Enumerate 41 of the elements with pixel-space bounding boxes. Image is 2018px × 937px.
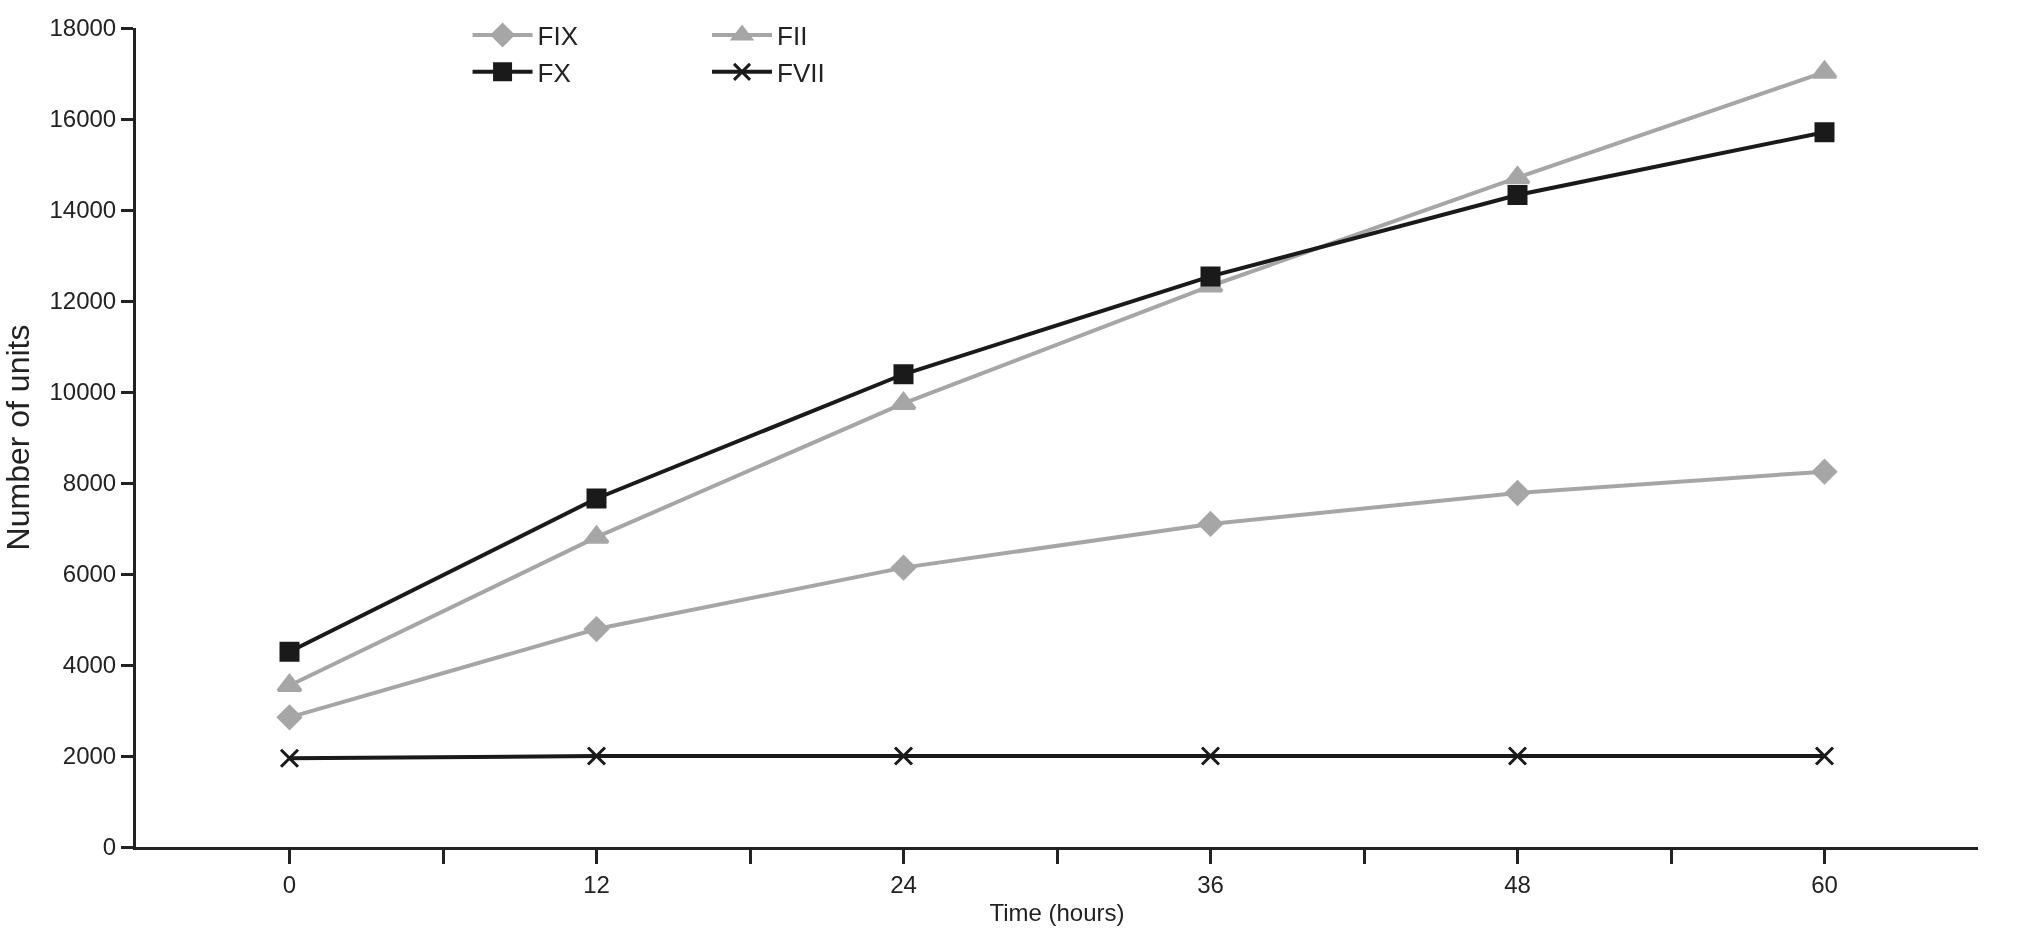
- legend-label: FII: [777, 21, 808, 52]
- legend-label: FIX: [537, 21, 579, 52]
- x-axis-title: Time (hours): [989, 899, 1125, 927]
- y-tick-label: 18000: [49, 14, 117, 42]
- y-axis-title: Number of units: [0, 324, 36, 551]
- y-tick-label: 16000: [49, 105, 117, 133]
- x-tick-label: 12: [583, 870, 610, 898]
- point: [1504, 166, 1531, 185]
- y-tick-label: 12000: [49, 287, 117, 315]
- x-tick-label: 24: [890, 870, 917, 898]
- x-tick-label: 60: [1811, 870, 1838, 898]
- y-tick-label: 14000: [49, 196, 117, 224]
- y-tick-label: 2000: [62, 742, 117, 770]
- point: [586, 488, 607, 509]
- legend-label: FVII: [777, 57, 825, 88]
- point: [1200, 746, 1221, 766]
- point: [1507, 184, 1528, 205]
- point: [1200, 266, 1221, 287]
- point: [1507, 746, 1528, 766]
- point: [1504, 480, 1531, 506]
- x-tick-label: 36: [1197, 870, 1224, 898]
- y-tick-label: 6000: [62, 560, 117, 588]
- point: [1811, 459, 1838, 485]
- point: [890, 555, 917, 581]
- x-tick-label: 0: [282, 870, 297, 898]
- point: [276, 704, 303, 730]
- point: [279, 641, 300, 662]
- point: [583, 616, 610, 642]
- y-tick-label: 10000: [49, 378, 117, 406]
- point: [1197, 511, 1224, 537]
- point: [893, 746, 914, 766]
- y-tick-label: 0: [102, 833, 117, 861]
- x-tick-label: 48: [1504, 870, 1531, 898]
- y-tick-label: 8000: [62, 469, 117, 497]
- legend-label: FX: [537, 57, 571, 88]
- point: [893, 364, 914, 385]
- point: [279, 748, 300, 769]
- point: [586, 746, 607, 766]
- point: [1814, 746, 1835, 766]
- y-tick-label: 4000: [62, 651, 117, 679]
- point: [1814, 122, 1835, 143]
